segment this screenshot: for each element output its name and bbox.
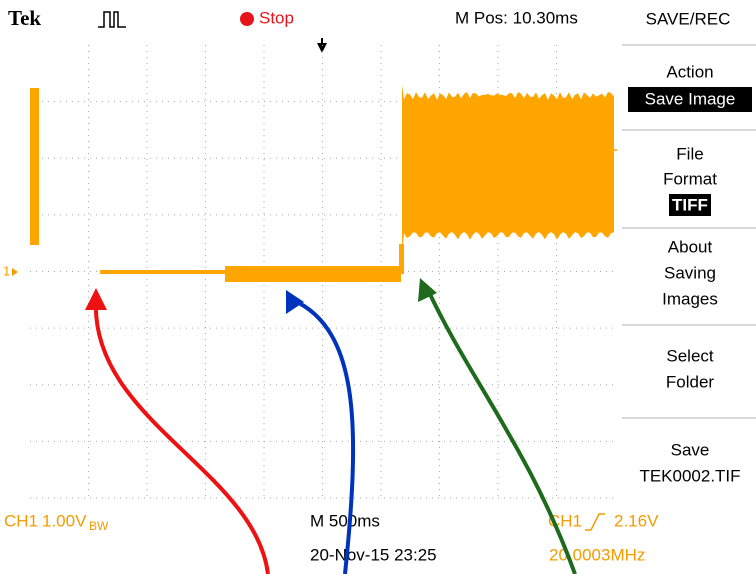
channel-marker-arrow: [12, 268, 18, 276]
trigger-slope: [585, 514, 605, 530]
arrowhead-blue: [286, 290, 304, 314]
acquire-icon: [98, 12, 126, 27]
menu-label[interactable]: Saving: [664, 263, 716, 282]
arrow-red: [96, 300, 268, 574]
waveform-noise: [225, 266, 401, 282]
menu-label[interactable]: Save: [671, 440, 710, 459]
horizontal-position: M Pos: 10.30ms: [455, 8, 578, 27]
arrow-blue: [293, 300, 353, 574]
menu-label[interactable]: Select: [666, 346, 714, 365]
waveform-burst: [402, 85, 614, 252]
menu-label[interactable]: File: [676, 144, 703, 163]
annotations: [96, 290, 575, 574]
channel-marker: 1: [3, 263, 10, 278]
brand: Tek: [8, 6, 41, 30]
stop-indicator: [240, 12, 254, 26]
menu-label[interactable]: About: [668, 237, 713, 256]
menu-label[interactable]: Action: [666, 62, 713, 81]
menu-label[interactable]: Images: [662, 289, 718, 308]
timebase: M 500ms: [310, 511, 380, 530]
menu-label[interactable]: Folder: [666, 372, 715, 391]
trigger-level: 2.16V: [614, 511, 659, 530]
arrow-green: [428, 290, 575, 574]
menu-label[interactable]: Format: [663, 169, 717, 188]
menu-title: SAVE/REC: [646, 9, 731, 28]
waveform-burst: [30, 88, 39, 245]
menu-value[interactable]: TIFF: [672, 195, 708, 214]
date-time: 20-Nov-15 23:25: [310, 545, 437, 564]
vertical-scale: 1.00V: [42, 511, 87, 530]
side-menu: SAVE/REC Action Save Image File Format T…: [622, 9, 756, 485]
menu-label[interactable]: TEK0002.TIF: [639, 466, 740, 485]
waveform-edge: [399, 244, 404, 274]
channel-label: CH1: [4, 511, 38, 530]
run-status: Stop: [259, 8, 294, 27]
waveform-baseline: [100, 270, 226, 274]
bandwidth-limit: BW: [89, 519, 109, 533]
oscilloscope-screen: Tek Stop M Pos: 10.30ms 1 SAVE/REC Actio…: [0, 0, 756, 574]
menu-value[interactable]: Save Image: [645, 89, 736, 108]
